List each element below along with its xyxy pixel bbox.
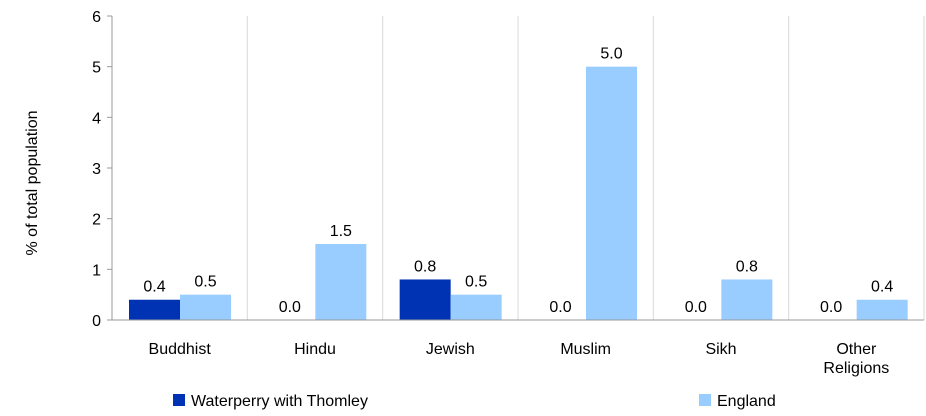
bar-value-label: 1.5 xyxy=(330,223,352,240)
bar-value-label: 0.0 xyxy=(279,299,301,316)
bar-england xyxy=(180,294,231,320)
grid-layer xyxy=(246,16,925,320)
y-tick-label: 6 xyxy=(92,9,101,26)
legend-label: England xyxy=(717,393,776,410)
bar-england xyxy=(586,66,637,321)
bar-value-label: 5.0 xyxy=(600,46,622,63)
legend-label: Waterperry with Thomley xyxy=(191,393,368,410)
category-label: Muslim xyxy=(560,341,611,358)
bar-value-label: 0.5 xyxy=(194,274,216,291)
axis-layer: 0 1 2 3 4 5 6 Buddhist Hindu Jewish Muslim Sikh Othe… xyxy=(92,9,924,377)
y-tick-label: 5 xyxy=(92,60,101,77)
bar-value-label: 0.4 xyxy=(871,279,893,296)
bar-england xyxy=(315,244,367,320)
category-label: Buddhist xyxy=(149,341,212,358)
y-tick-label: 0 xyxy=(92,313,101,330)
bar-value-label: 0.4 xyxy=(143,279,165,296)
bar-local xyxy=(399,279,451,320)
y-axis-title: % of total population xyxy=(24,111,41,256)
legend-swatch xyxy=(173,394,185,406)
bar-value-label: 0.0 xyxy=(820,299,842,316)
category-label: Religions xyxy=(823,360,889,377)
bar-value-label: 0.8 xyxy=(414,258,436,275)
y-tick-label: 1 xyxy=(92,262,101,279)
y-tick-label: 3 xyxy=(92,161,101,178)
legend: Waterperry with Thomley England xyxy=(173,393,776,410)
labels-layer: 0.4 0.5 0.0 1.5 0.8 0.5 0.0 5.0 0.0 0.8 0.0 0.4 xyxy=(143,46,893,316)
bar-local xyxy=(129,299,180,320)
category-label: Jewish xyxy=(426,341,475,358)
bar-england xyxy=(721,279,773,320)
bars-layer xyxy=(129,66,908,321)
bar-value-label: 0.8 xyxy=(736,258,758,275)
bar-england xyxy=(450,294,502,320)
category-label: Other xyxy=(836,341,877,358)
category-label: Sikh xyxy=(705,341,736,358)
bar-value-label: 0.5 xyxy=(465,274,487,291)
bar-value-label: 0.0 xyxy=(549,299,571,316)
y-tick-label: 4 xyxy=(92,110,101,127)
category-label: Hindu xyxy=(294,341,336,358)
legend-swatch xyxy=(699,394,711,406)
bar-value-label: 0.0 xyxy=(685,299,707,316)
bar-england xyxy=(856,299,908,320)
y-tick-label: 2 xyxy=(92,212,101,229)
